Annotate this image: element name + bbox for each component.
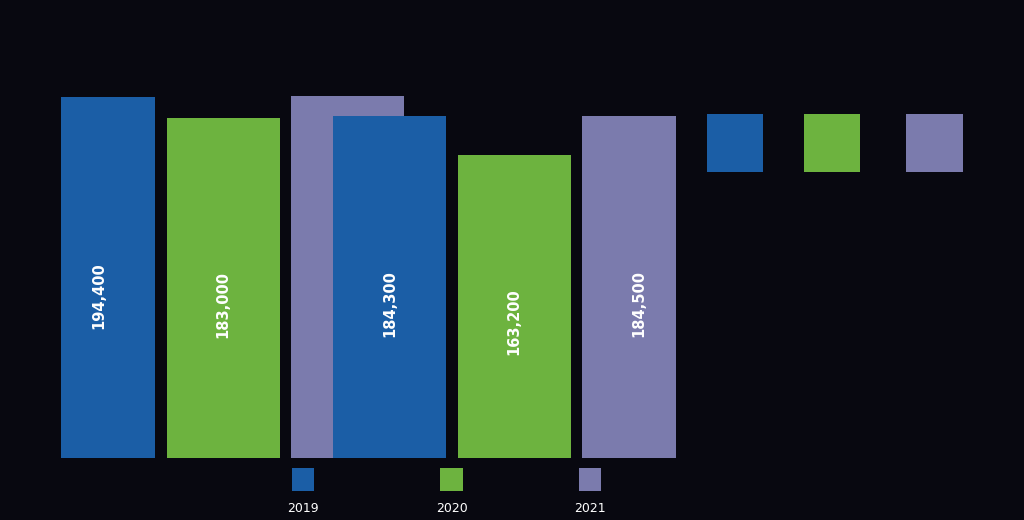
Bar xyxy=(291,96,404,458)
Bar xyxy=(582,115,695,458)
Bar xyxy=(333,116,446,458)
Text: 183,000: 183,000 xyxy=(216,271,230,339)
Text: 184,500: 184,500 xyxy=(631,270,646,337)
Text: 2020: 2020 xyxy=(435,502,468,515)
Text: 2019: 2019 xyxy=(288,502,318,515)
Text: 2021: 2021 xyxy=(574,502,605,515)
Bar xyxy=(42,97,156,458)
Bar xyxy=(458,155,570,458)
Text: 194,400: 194,400 xyxy=(91,262,106,329)
Text: 163,200: 163,200 xyxy=(507,288,521,355)
Bar xyxy=(167,119,280,458)
Text: 184,300: 184,300 xyxy=(382,270,397,337)
Text: 195,300: 195,300 xyxy=(340,261,355,328)
